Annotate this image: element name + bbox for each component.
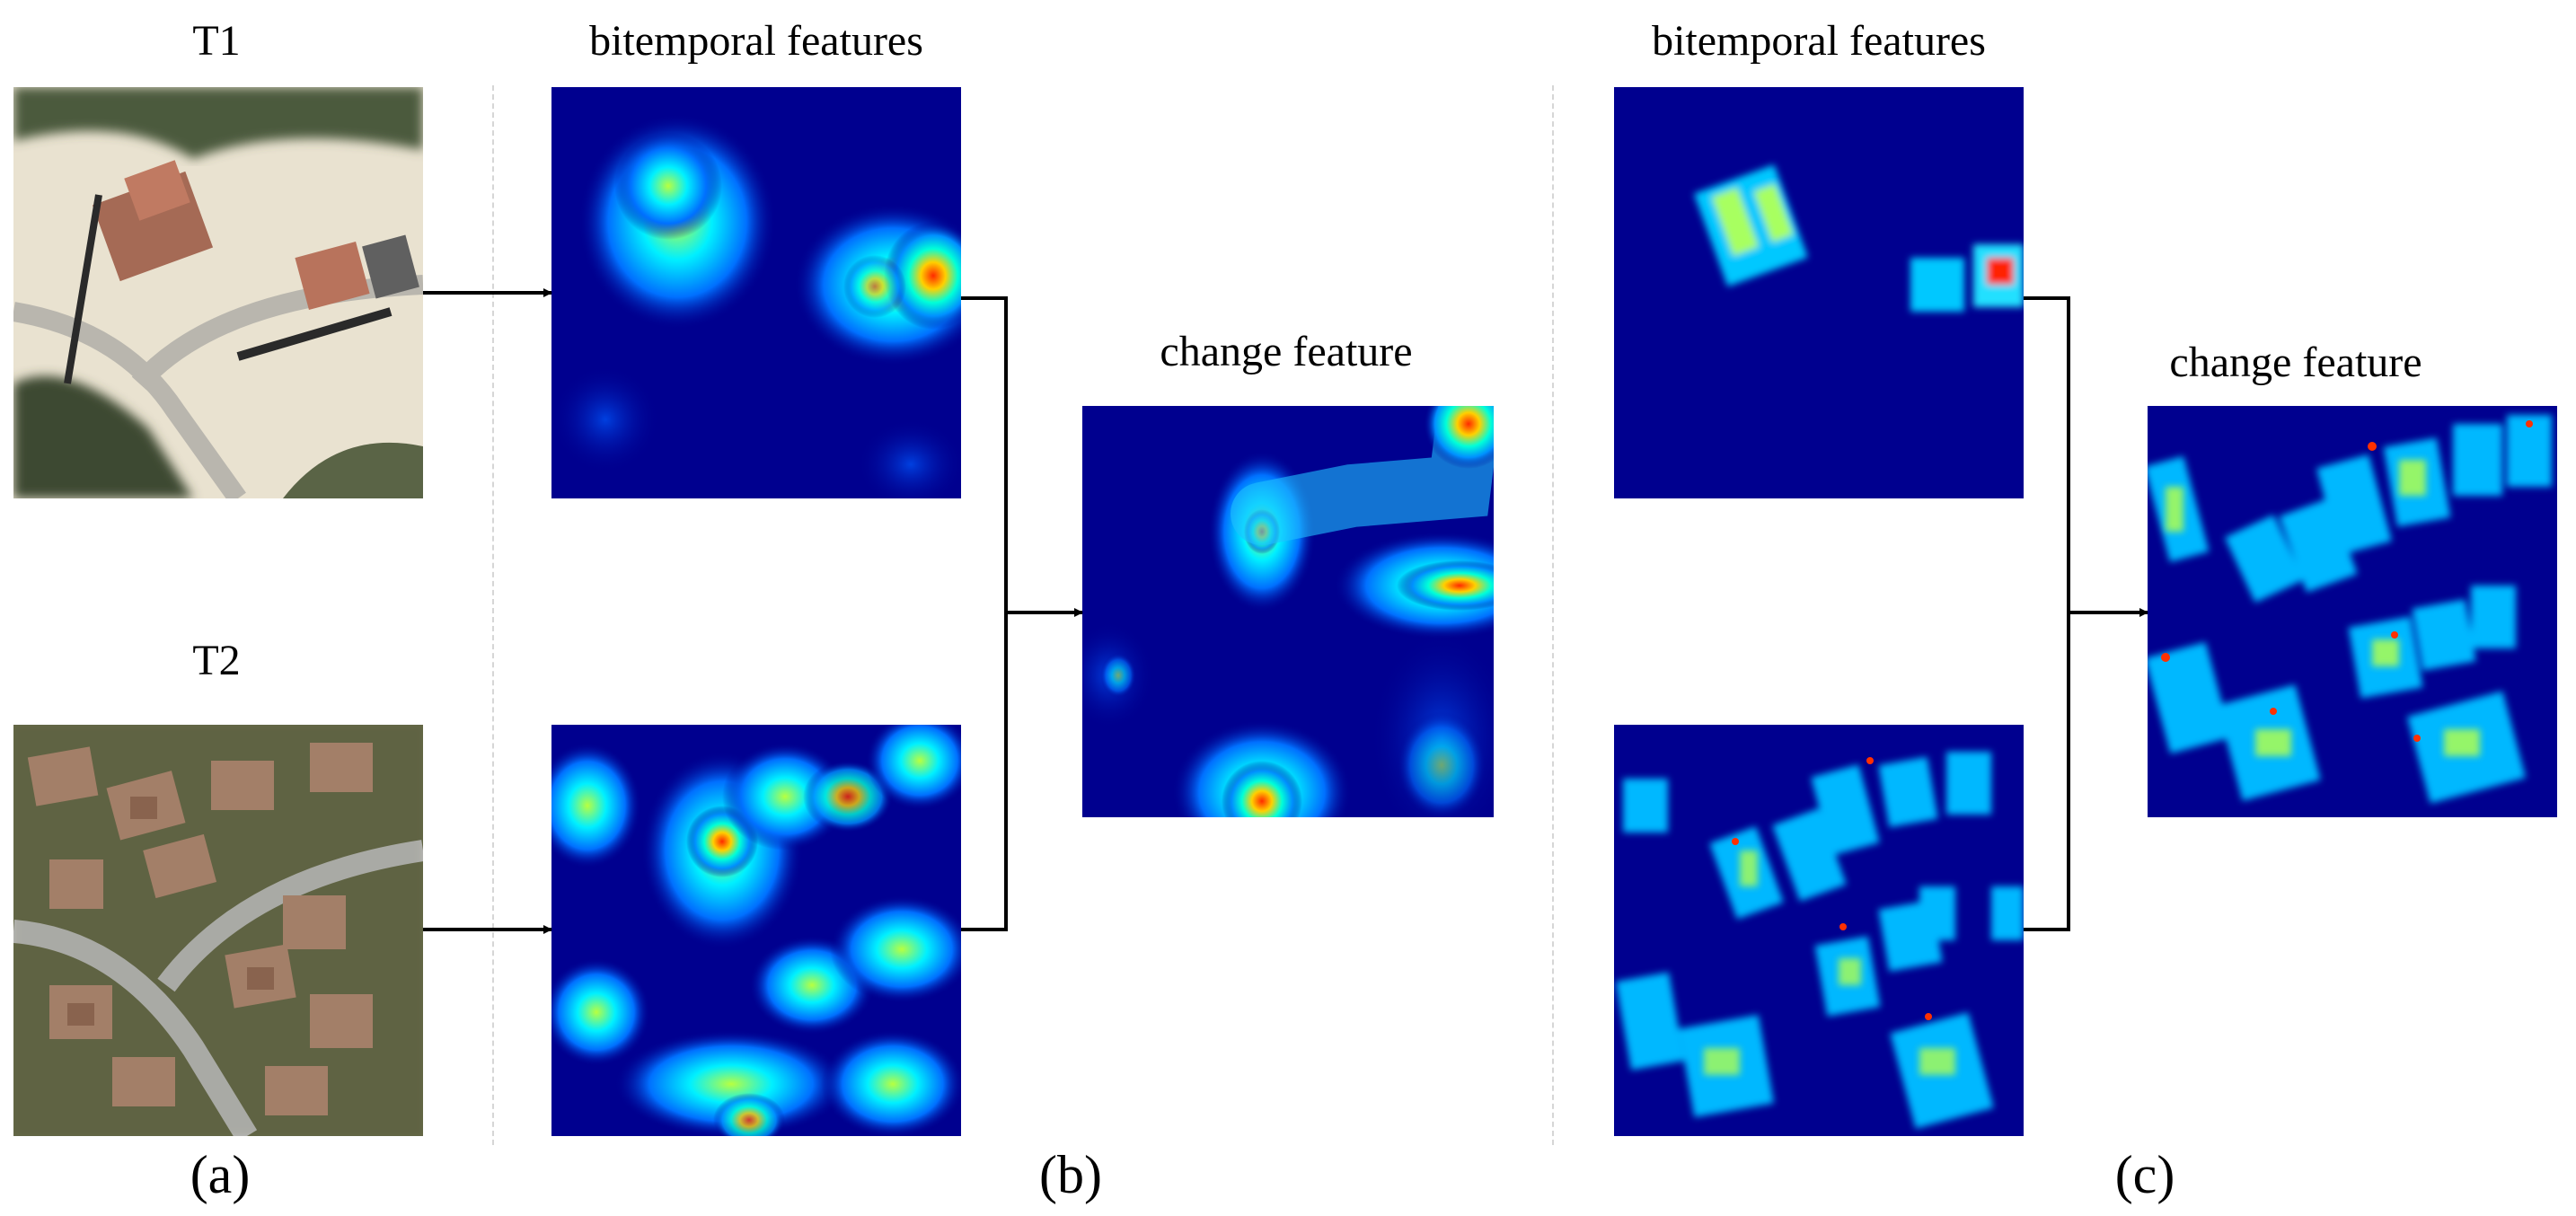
- merge-line-c: [2024, 296, 2070, 931]
- panel-b-feature-map-t2: [551, 725, 961, 1136]
- caption-a: (a): [190, 1145, 251, 1204]
- panel-b-change-feature-map: [1082, 406, 1494, 817]
- caption-b: (b): [1039, 1145, 1102, 1204]
- caption-c: (c): [2114, 1145, 2175, 1204]
- aerial-image-t2: [13, 725, 423, 1136]
- panel-c-feature-map-t1: [1614, 87, 2024, 498]
- panel-c-change-label: change feature: [2169, 339, 2422, 386]
- separator-ab: [492, 85, 494, 1145]
- t1-label: T1: [192, 17, 241, 65]
- t2-label: T2: [192, 637, 241, 684]
- panel-b-bitemporal-label: bitemporal features: [589, 17, 923, 65]
- panel-c-feature-map-t2: [1614, 725, 2024, 1136]
- panel-c-bitemporal-label: bitemporal features: [1652, 17, 1986, 65]
- merge-line-b: [961, 296, 1008, 931]
- panel-b-feature-map-t1: [551, 87, 961, 498]
- panel-c-change-feature-map: [2148, 406, 2557, 817]
- aerial-image-t1: [13, 87, 423, 498]
- panel-b-change-label: change feature: [1160, 328, 1413, 375]
- separator-bc: [1552, 85, 1554, 1145]
